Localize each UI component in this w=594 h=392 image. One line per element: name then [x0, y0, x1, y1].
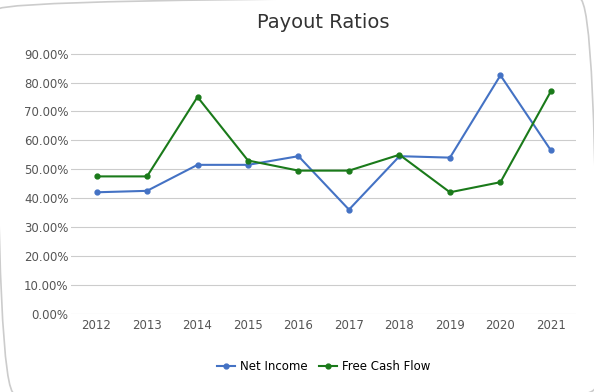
- Net Income: [346, 207, 353, 212]
- Net Income: [447, 155, 454, 160]
- Net Income: [497, 73, 504, 78]
- Free Cash Flow: [396, 152, 403, 157]
- Net Income: [93, 190, 100, 195]
- Free Cash Flow: [194, 94, 201, 99]
- Free Cash Flow: [295, 168, 302, 173]
- Free Cash Flow: [497, 180, 504, 185]
- Net Income: [396, 154, 403, 158]
- Line: Free Cash Flow: Free Cash Flow: [94, 89, 554, 195]
- Free Cash Flow: [93, 174, 100, 179]
- Free Cash Flow: [548, 89, 555, 94]
- Line: Net Income: Net Income: [94, 73, 554, 212]
- Net Income: [194, 163, 201, 167]
- Free Cash Flow: [144, 174, 151, 179]
- Free Cash Flow: [447, 190, 454, 195]
- Net Income: [144, 189, 151, 193]
- Net Income: [245, 163, 252, 167]
- Free Cash Flow: [346, 168, 353, 173]
- Title: Payout Ratios: Payout Ratios: [257, 13, 390, 32]
- Free Cash Flow: [245, 158, 252, 163]
- Net Income: [548, 148, 555, 153]
- Net Income: [295, 154, 302, 158]
- Legend: Net Income, Free Cash Flow: Net Income, Free Cash Flow: [213, 355, 435, 377]
